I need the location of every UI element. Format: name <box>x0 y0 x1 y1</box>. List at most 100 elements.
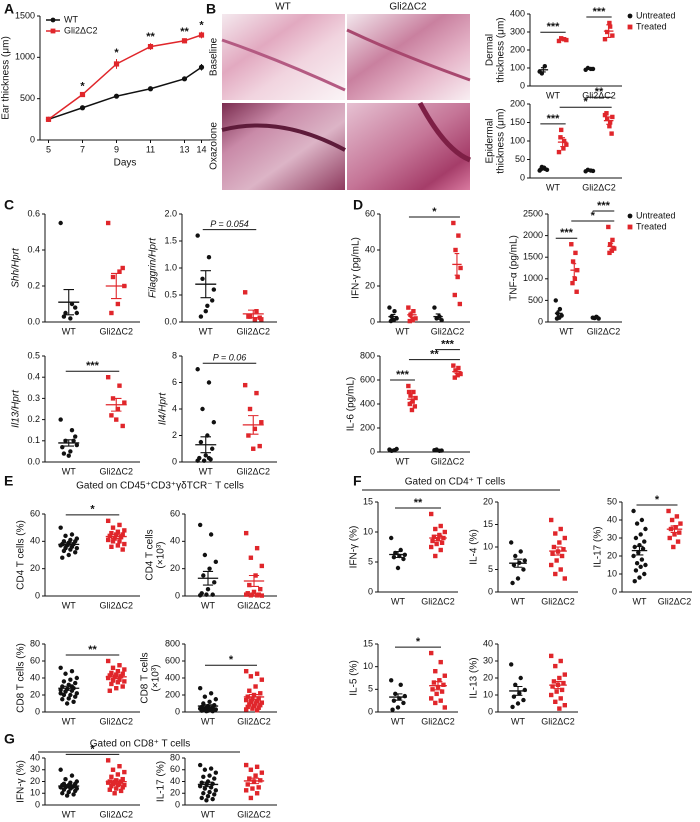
data-point <box>252 317 258 322</box>
tissue-layer <box>221 123 346 152</box>
data-point <box>195 233 200 238</box>
data-point <box>247 702 252 707</box>
data-point <box>60 684 65 689</box>
y-tick-label: 15 <box>483 519 493 529</box>
data-point <box>79 91 86 98</box>
x-tick-label: Gli2ΔC2 <box>541 716 575 726</box>
x-tick-label: WT <box>201 716 215 726</box>
y-tick-label: 400 <box>510 8 525 18</box>
y-axis-label: Il4/Hprt <box>158 392 169 425</box>
significance: * <box>591 210 596 222</box>
data-point <box>207 699 212 704</box>
y-tick-label: 0 <box>30 134 35 144</box>
data-point <box>252 426 258 432</box>
significance: * <box>199 20 204 32</box>
data-point <box>120 265 125 271</box>
data-point <box>197 686 203 691</box>
data-point <box>553 298 558 303</box>
data-point <box>453 368 458 373</box>
data-point <box>112 791 117 796</box>
y-tick-label: 0 <box>368 706 373 716</box>
y-tick-label: 40 <box>30 672 40 682</box>
data-point <box>554 689 559 694</box>
data-point <box>147 43 154 50</box>
data-point <box>259 770 265 775</box>
data-point <box>63 533 68 539</box>
x-tick-label: Gli2ΔC2 <box>99 466 133 476</box>
data-point <box>207 789 212 795</box>
y-tick-label: 20 <box>607 550 617 560</box>
data-point <box>557 306 563 312</box>
sem-bar <box>248 415 259 435</box>
data-point <box>666 508 671 514</box>
data-point <box>254 390 259 396</box>
data-point <box>201 573 206 578</box>
data-point <box>452 375 457 380</box>
data-point <box>109 670 114 676</box>
histology-images <box>221 14 472 190</box>
data-point <box>433 526 438 532</box>
sem-bar <box>200 270 211 299</box>
data-point <box>458 265 463 271</box>
data-point <box>254 698 260 704</box>
sem-bar <box>433 681 443 691</box>
data-point <box>610 237 615 243</box>
data-point <box>211 287 217 292</box>
data-point <box>206 455 212 461</box>
data-point <box>181 38 188 44</box>
data-point <box>73 305 78 310</box>
x-tick-label: WT <box>391 716 405 726</box>
data-point <box>256 785 261 790</box>
sem-bar <box>454 369 460 374</box>
data-point <box>564 142 569 147</box>
x-tick-label: 7 <box>80 144 85 154</box>
y-tick-label: 40 <box>170 536 180 546</box>
data-point <box>639 557 645 562</box>
data-point <box>559 687 565 693</box>
y-tick-label: 2.0 <box>164 208 177 218</box>
y-tick-label: 60 <box>30 508 40 518</box>
data-point <box>259 593 265 598</box>
data-point <box>122 528 127 533</box>
data-point <box>201 791 206 796</box>
x-tick-label: WT <box>546 90 560 100</box>
data-point <box>120 423 125 429</box>
significance: * <box>114 47 119 59</box>
data-point <box>389 678 394 683</box>
data-point <box>627 213 633 219</box>
x-tick-label: WT <box>62 716 76 726</box>
data-point <box>205 586 211 592</box>
data-point <box>634 561 640 566</box>
data-point <box>245 782 250 787</box>
y-axis-label: TNF-α (pg/mL) <box>509 235 520 301</box>
data-point <box>120 785 125 790</box>
data-point <box>521 697 526 703</box>
data-point <box>212 580 217 585</box>
data-point <box>207 566 212 571</box>
tissue-layer <box>346 28 471 82</box>
data-point <box>105 758 111 763</box>
data-point <box>409 407 415 413</box>
data-point <box>115 529 121 534</box>
data-point <box>110 781 116 787</box>
y-tick-label: 15 <box>363 638 373 648</box>
data-point <box>259 677 265 682</box>
data-point <box>74 691 80 696</box>
data-point <box>509 540 514 545</box>
data-point <box>109 544 114 549</box>
x-tick-label: Gli2ΔC2 <box>99 716 133 726</box>
data-point <box>433 700 438 706</box>
data-point <box>110 525 116 530</box>
panel-header: Gated on CD8⁺ T cells <box>90 739 191 750</box>
data-point <box>439 318 444 323</box>
y-tick-label: 100 <box>510 135 525 145</box>
legend-label: Untreated <box>636 10 676 20</box>
x-tick-label: WT <box>396 326 410 336</box>
data-point <box>604 116 610 121</box>
sem-bar <box>513 685 523 696</box>
y-axis-label: (×10³) <box>151 665 162 692</box>
y-tick-label: 800 <box>165 638 180 648</box>
y-tick-label: 600 <box>360 374 375 384</box>
y-tick-label: 0.4 <box>27 244 40 254</box>
data-point <box>673 525 678 530</box>
